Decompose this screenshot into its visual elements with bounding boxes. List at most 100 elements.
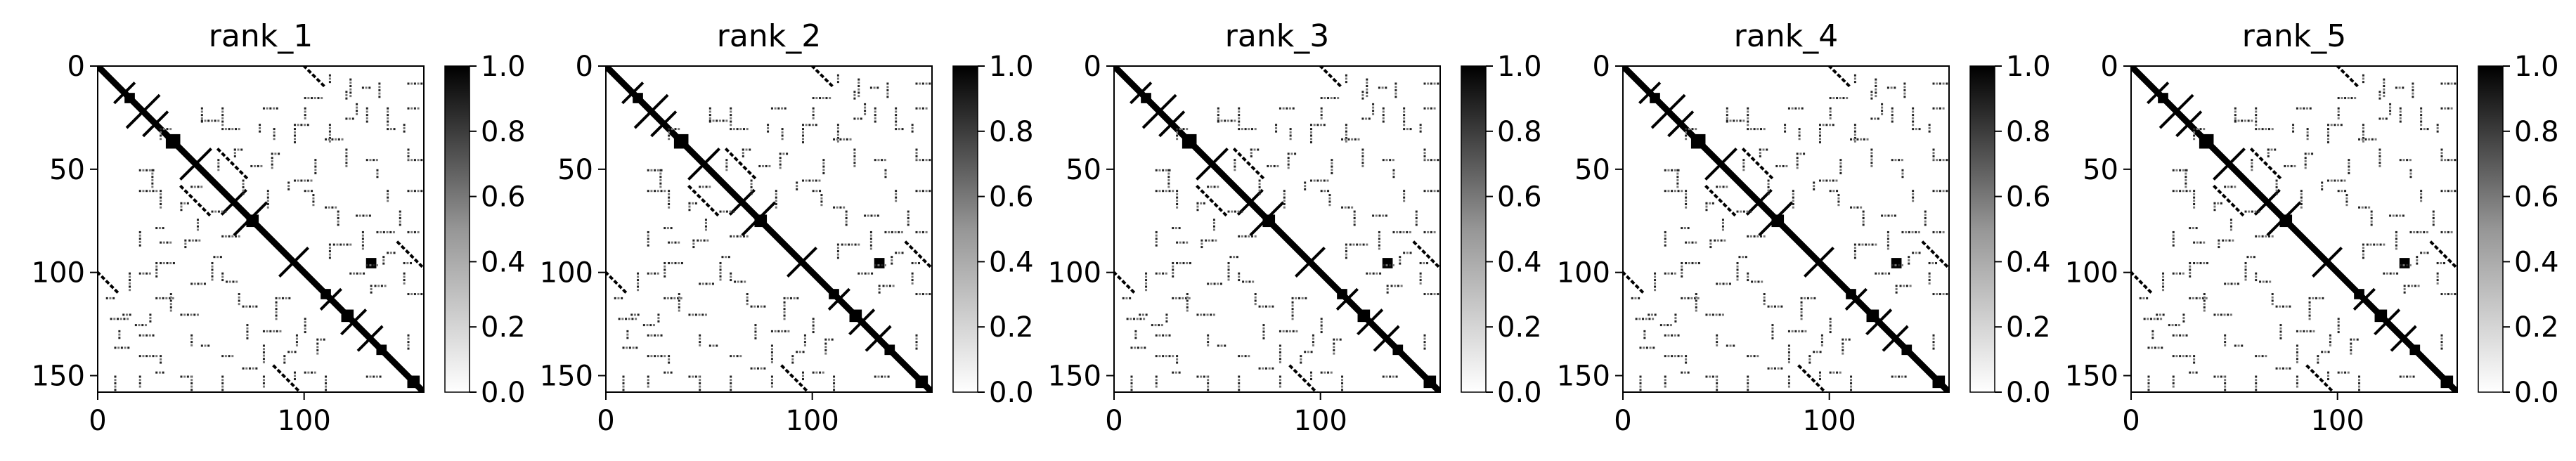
- heatmap-cell: [1176, 261, 1179, 264]
- heatmap-band: [340, 309, 368, 336]
- heatmap-cell: [1154, 324, 1157, 327]
- heatmap-cell: [2440, 148, 2443, 151]
- heatmap-cell: [413, 107, 416, 110]
- heatmap-cell: [1238, 385, 1241, 388]
- heatmap-cell: [1196, 209, 1199, 212]
- heatmap-cell: [221, 114, 224, 117]
- heatmap-cell: [895, 200, 898, 202]
- heatmap-cell: [1747, 385, 1749, 388]
- heatmap-cell: [2370, 223, 2373, 226]
- heatmap-cell: [2440, 261, 2442, 264]
- heatmap-cell: [2237, 283, 2239, 285]
- heatmap-block: [321, 289, 331, 299]
- heatmap-cell: [1186, 306, 1189, 309]
- heatmap-cell: [1397, 285, 1399, 287]
- heatmap-cell: [349, 91, 352, 94]
- heatmap-cell: [1341, 382, 1344, 384]
- heatmap-cell: [647, 385, 649, 388]
- heatmap-cell: [1756, 128, 1759, 131]
- heatmap-cell: [1695, 293, 1697, 296]
- heatmap-cell: [1791, 107, 1794, 110]
- heatmap-cell: [211, 210, 214, 213]
- heatmap-cell: [387, 124, 389, 126]
- heatmap-cell: [2350, 342, 2352, 345]
- heatmap-cell: [911, 126, 914, 129]
- heatmap-cell: [673, 297, 676, 299]
- heatmap-cell: [365, 159, 368, 162]
- heatmap-cell: [160, 193, 162, 195]
- heatmap-cell: [750, 179, 753, 182]
- heatmap-cell: [162, 371, 164, 374]
- heatmap-cell: [1385, 159, 1388, 162]
- heatmap-cell: [304, 107, 306, 110]
- heatmap-cell: [820, 204, 823, 207]
- heatmap-cell: [659, 182, 662, 185]
- heatmap-cell: [1853, 81, 1856, 84]
- heatmap-cell: [196, 228, 199, 231]
- heatmap-cell: [775, 202, 777, 205]
- heatmap-cell: [839, 138, 842, 141]
- heatmap-cell: [1160, 324, 1163, 327]
- heatmap-cell: [2255, 128, 2258, 131]
- heatmap-cell: [1860, 206, 1863, 209]
- heatmap-cell: [2250, 256, 2253, 259]
- heatmap-cell: [420, 159, 423, 162]
- heatmap-cell: [668, 128, 671, 131]
- heatmap-cell: [705, 186, 708, 188]
- heatmap-cell: [907, 220, 910, 223]
- heatmap-cell: [2185, 176, 2187, 178]
- heatmap-cell: [1886, 238, 1889, 240]
- heatmap-cell: [911, 130, 914, 133]
- heatmap-cell: [407, 347, 410, 350]
- heatmap-cell: [1681, 268, 1683, 271]
- heatmap-cell: [183, 375, 186, 378]
- heatmap-cell: [2383, 272, 2386, 275]
- heatmap-cell: [698, 375, 701, 378]
- heatmap-cell: [845, 214, 848, 216]
- heatmap-cell: [2269, 280, 2272, 283]
- heatmap-cell: [403, 275, 406, 278]
- heatmap-cell: [1915, 230, 1917, 233]
- heatmap-cell: [273, 138, 276, 141]
- heatmap-cell: [1932, 155, 1935, 157]
- heatmap-cell: [1792, 196, 1794, 199]
- heatmap-cell: [853, 93, 856, 96]
- heatmap-cell: [1234, 119, 1236, 122]
- heatmap-cell: [1353, 210, 1356, 213]
- heatmap-cell: [2248, 210, 2251, 213]
- heatmap-cell: [2436, 124, 2439, 126]
- heatmap-cell: [730, 235, 732, 238]
- heatmap-cell: [1918, 252, 1921, 254]
- heatmap-cell: [2389, 110, 2392, 112]
- heatmap-cell: [1683, 227, 1686, 230]
- heatmap-cell: [274, 152, 277, 155]
- heatmap-cell: [1705, 202, 1708, 204]
- heatmap-cell: [767, 130, 770, 133]
- heatmap-cell: [719, 261, 722, 264]
- heatmap-cell: [1800, 308, 1803, 311]
- heatmap-cell: [1200, 375, 1203, 378]
- heatmap-cell: [647, 169, 649, 171]
- heatmap-cell: [1932, 334, 1935, 337]
- heatmap-cell: [1433, 190, 1436, 193]
- heatmap-cell: [2185, 169, 2187, 171]
- colorbar: [445, 66, 470, 392]
- heatmap-cell: [659, 176, 662, 178]
- heatmap-band: [687, 148, 720, 181]
- heatmap-cell: [1136, 318, 1139, 320]
- heatmap-cell: [145, 190, 148, 193]
- heatmap-cell: [2146, 297, 2149, 299]
- heatmap-cell: [266, 193, 269, 195]
- heatmap-cell: [273, 131, 276, 134]
- heatmap-cell: [770, 379, 773, 382]
- heatmap-cell: [1165, 334, 1167, 337]
- heatmap-cell: [2326, 179, 2329, 182]
- heatmap-cell: [271, 160, 273, 162]
- heatmap-cell: [1716, 239, 1719, 242]
- heatmap-cell: [1227, 272, 1230, 275]
- heatmap-cell: [1738, 256, 1741, 259]
- heatmap-cell: [812, 371, 815, 374]
- heatmap-cell: [2454, 190, 2457, 193]
- heatmap-cell: [1850, 385, 1853, 388]
